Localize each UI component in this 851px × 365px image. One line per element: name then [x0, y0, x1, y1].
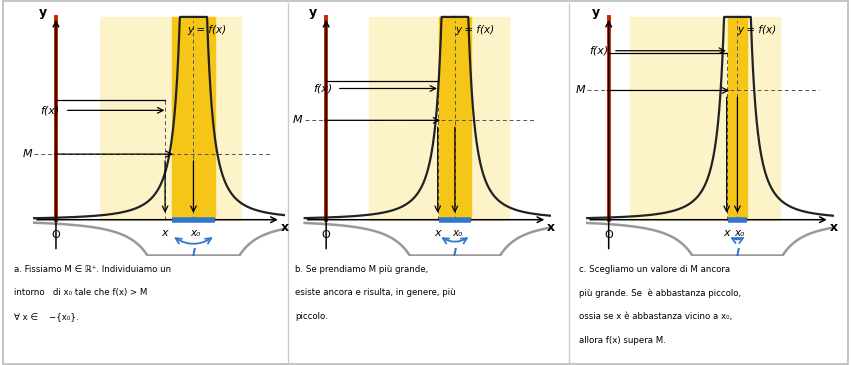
Text: x: x	[162, 228, 168, 238]
Text: I: I	[453, 247, 457, 258]
Text: c. Scegliamo un valore di M ancora: c. Scegliamo un valore di M ancora	[579, 265, 730, 274]
Text: x: x	[281, 221, 288, 234]
Bar	[630, 17, 780, 220]
Text: M: M	[293, 115, 303, 125]
Text: O: O	[52, 230, 60, 240]
Text: x₀: x₀	[734, 228, 745, 238]
Text: x₀: x₀	[452, 228, 462, 238]
Text: x: x	[723, 228, 730, 238]
Text: y: y	[591, 6, 600, 19]
Text: x: x	[830, 221, 838, 234]
Text: f(x): f(x)	[313, 84, 333, 93]
Bar	[728, 17, 747, 220]
Text: ∀ x ∈    −{x₀}.: ∀ x ∈ −{x₀}.	[14, 312, 79, 321]
Text: y = f(x): y = f(x)	[187, 25, 226, 35]
Text: I: I	[191, 247, 196, 258]
Text: M: M	[22, 149, 32, 159]
Bar	[100, 17, 242, 220]
Text: O: O	[604, 230, 613, 240]
Text: I: I	[735, 247, 740, 258]
Text: intorno   di x₀ tale che f(x) > M: intorno di x₀ tale che f(x) > M	[14, 288, 148, 297]
Text: b. Se prendiamo M più grande,: b. Se prendiamo M più grande,	[295, 265, 429, 274]
Text: piccolo.: piccolo.	[295, 312, 328, 321]
Text: più grande. Se  è abbastanza piccolo,: più grande. Se è abbastanza piccolo,	[579, 288, 741, 298]
Text: y = f(x): y = f(x)	[738, 25, 777, 35]
Text: esiste ancora e risulta, in genere, più: esiste ancora e risulta, in genere, più	[295, 288, 456, 297]
Bar	[369, 17, 509, 220]
Text: M: M	[575, 85, 585, 96]
Text: y: y	[39, 6, 47, 19]
Text: y = f(x): y = f(x)	[455, 25, 494, 35]
Text: O: O	[322, 230, 330, 240]
Text: x: x	[434, 228, 441, 238]
Text: y: y	[309, 6, 317, 19]
Text: f(x): f(x)	[590, 46, 608, 56]
Text: ossia se x è abbastanza vicino a x₀,: ossia se x è abbastanza vicino a x₀,	[579, 312, 732, 321]
Text: x₀: x₀	[191, 228, 201, 238]
Text: a. Fissiamo M ∈ ℝ⁺. Individuiamo un: a. Fissiamo M ∈ ℝ⁺. Individuiamo un	[14, 265, 172, 274]
Bar	[172, 17, 215, 220]
Bar	[439, 17, 471, 220]
FancyBboxPatch shape	[3, 1, 848, 364]
Text: f(x): f(x)	[41, 105, 60, 115]
Text: x: x	[547, 221, 556, 234]
Text: allora f(x) supera M.: allora f(x) supera M.	[579, 336, 665, 345]
